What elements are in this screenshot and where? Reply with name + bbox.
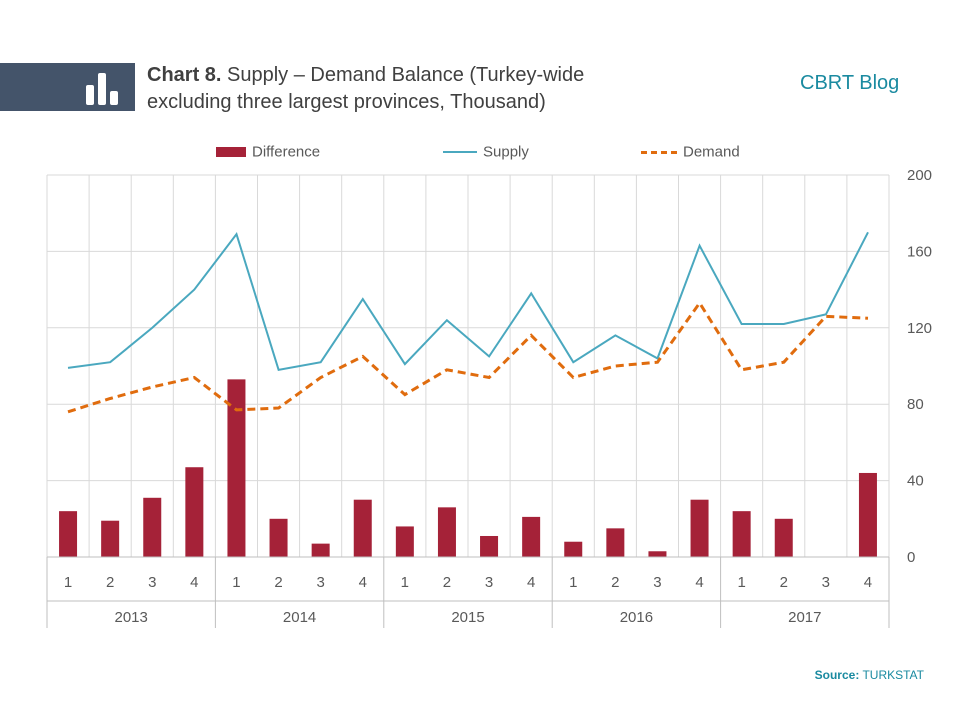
x-group-label: 2013 — [115, 609, 148, 626]
y-tick-label: 160 — [907, 243, 932, 260]
x-tick-label: 3 — [485, 574, 493, 591]
x-group-label: 2016 — [620, 609, 653, 626]
x-tick-label: 2 — [443, 574, 451, 591]
bar-difference — [101, 520, 120, 557]
bar-difference — [395, 526, 414, 557]
y-tick-label: 80 — [907, 396, 924, 413]
bar-difference — [648, 551, 667, 557]
chart-title-text: Supply – Demand Balance (Turkey-wide exc… — [147, 64, 585, 113]
bar-difference — [269, 518, 288, 557]
legend-label-supply: Supply — [483, 143, 529, 161]
bar-difference — [311, 543, 330, 557]
bar-difference — [437, 507, 456, 557]
bar-chart-icon — [86, 73, 118, 105]
x-tick-label: 1 — [401, 574, 409, 591]
x-tick-label: 4 — [695, 574, 703, 591]
legend-item-difference: Difference — [216, 143, 320, 161]
x-tick-label: 1 — [737, 574, 745, 591]
legend-swatch-supply — [443, 151, 477, 154]
source-value: TURKSTAT — [859, 668, 924, 682]
bar-difference — [606, 528, 625, 557]
bar-difference — [564, 541, 583, 557]
chart-title: Chart 8. Supply – Demand Balance (Turkey… — [147, 62, 667, 116]
chart-title-number: Chart 8. — [147, 64, 222, 86]
bar-difference — [185, 467, 204, 557]
x-tick-label: 1 — [232, 574, 240, 591]
y-tick-label: 0 — [907, 549, 915, 566]
bar-difference — [522, 516, 541, 557]
legend-swatch-demand — [641, 150, 677, 154]
legend-swatch-difference — [216, 147, 246, 158]
x-tick-label: 3 — [653, 574, 661, 591]
legend-label-demand: Demand — [683, 143, 740, 161]
source-label: Source: — [814, 668, 860, 682]
legend-item-demand: Demand — [641, 143, 740, 161]
bar-difference — [227, 379, 246, 557]
brand-logo-text: CBRT Blog — [800, 72, 900, 94]
x-tick-label: 4 — [527, 574, 535, 591]
bar-difference — [732, 511, 751, 557]
bar-difference — [480, 535, 499, 557]
bar-difference — [59, 511, 78, 557]
x-group-label: 2014 — [283, 609, 316, 626]
x-tick-label: 1 — [64, 574, 72, 591]
x-group-label: 2015 — [451, 609, 484, 626]
x-tick-label: 3 — [822, 574, 830, 591]
bar-difference — [143, 497, 162, 557]
bar-difference — [690, 499, 709, 557]
x-group-label: 2017 — [788, 609, 821, 626]
source-note: Source: TURKSTAT — [815, 668, 924, 682]
y-tick-label: 120 — [907, 320, 932, 337]
x-tick-label: 3 — [148, 574, 156, 591]
x-tick-label: 2 — [106, 574, 114, 591]
line-supply — [67, 231, 869, 371]
y-tick-label: 40 — [907, 473, 924, 490]
x-tick-label: 1 — [569, 574, 577, 591]
y-tick-label: 200 — [907, 167, 932, 184]
bar-difference — [858, 472, 877, 557]
x-tick-label: 4 — [190, 574, 198, 591]
x-tick-label: 4 — [359, 574, 367, 591]
x-tick-label: 4 — [864, 574, 872, 591]
legend-label-difference: Difference — [252, 143, 321, 161]
x-tick-label: 3 — [316, 574, 324, 591]
x-tick-label: 2 — [780, 574, 788, 591]
legend-item-supply: Supply — [443, 143, 529, 161]
x-tick-label: 2 — [611, 574, 619, 591]
bar-difference — [353, 499, 372, 557]
bar-difference — [774, 518, 793, 557]
x-tick-label: 2 — [274, 574, 282, 591]
